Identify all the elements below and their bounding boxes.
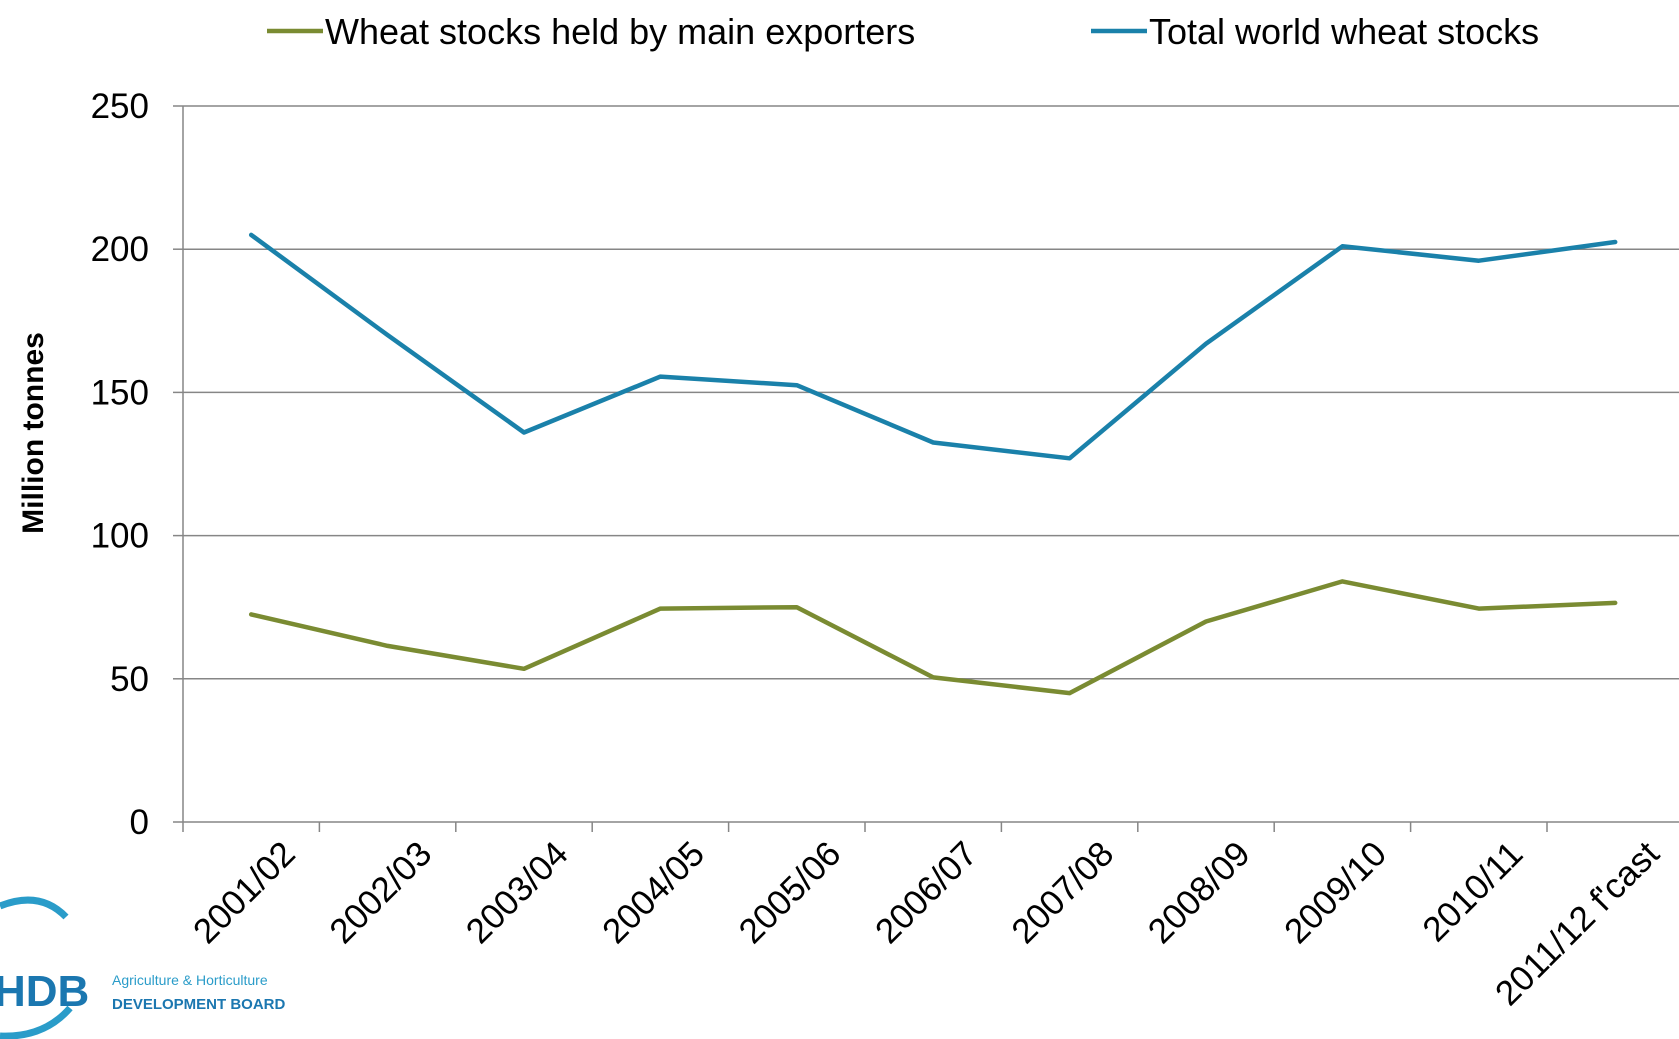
- x-tick-label: 2008/09: [1141, 834, 1258, 951]
- series-lines: [248, 232, 1618, 696]
- x-tick-label: 2003/04: [459, 834, 576, 951]
- axes: [182, 106, 1679, 823]
- x-tick-label: 2009/10: [1277, 834, 1394, 951]
- x-tick-label: 2006/07: [868, 834, 985, 951]
- y-tick-label: 50: [110, 660, 149, 699]
- legend: Wheat stocks held by main exporters Total…: [267, 11, 1539, 52]
- x-tick-label: 2010/11: [1415, 834, 1530, 949]
- hdb-logo: HDB Agriculture & Horticulture DEVELOPME…: [0, 896, 286, 1039]
- y-tick-label: 150: [91, 373, 149, 412]
- x-tick-label: 2002/03: [322, 834, 439, 951]
- series-line-0: [248, 579, 1618, 696]
- x-tick-label: 2004/05: [595, 834, 712, 951]
- x-tick-label: 2001/02: [186, 834, 303, 951]
- x-axis-ticks: 2001/02 2002/03 2003/04 2004/05 2005/06 2006/…: [182, 822, 1667, 1013]
- logo-hdb-text: HDB: [0, 967, 89, 1016]
- x-tick-label: 2007/08: [1004, 834, 1121, 951]
- y-tick-label: 250: [91, 87, 149, 126]
- y-tick-label: 0: [130, 803, 149, 842]
- logo-line-2: DEVELOPMENT BOARD: [112, 996, 286, 1013]
- y-tick-label: 200: [91, 230, 149, 269]
- y-axis-label: Million tonnes: [17, 332, 50, 534]
- series-line-1: [248, 232, 1618, 461]
- x-tick-label: 2005/06: [731, 834, 848, 951]
- legend-label-1: Total world wheat stocks: [1149, 11, 1539, 52]
- gridlines: [183, 105, 1679, 680]
- legend-label-0: Wheat stocks held by main exporters: [325, 11, 915, 52]
- y-tick-label: 100: [91, 517, 149, 556]
- logo-line-1: Agriculture & Horticulture: [112, 972, 268, 988]
- y-axis-ticks: 0 50 100 150 200 250: [91, 87, 183, 842]
